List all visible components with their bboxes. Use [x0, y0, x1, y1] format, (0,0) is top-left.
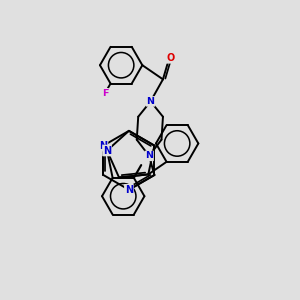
- Text: N: N: [145, 152, 153, 160]
- Text: N: N: [125, 185, 133, 195]
- Text: N: N: [147, 97, 154, 106]
- Text: F: F: [102, 89, 108, 98]
- Text: N: N: [103, 146, 111, 156]
- Text: N: N: [99, 141, 107, 151]
- Text: O: O: [166, 53, 174, 63]
